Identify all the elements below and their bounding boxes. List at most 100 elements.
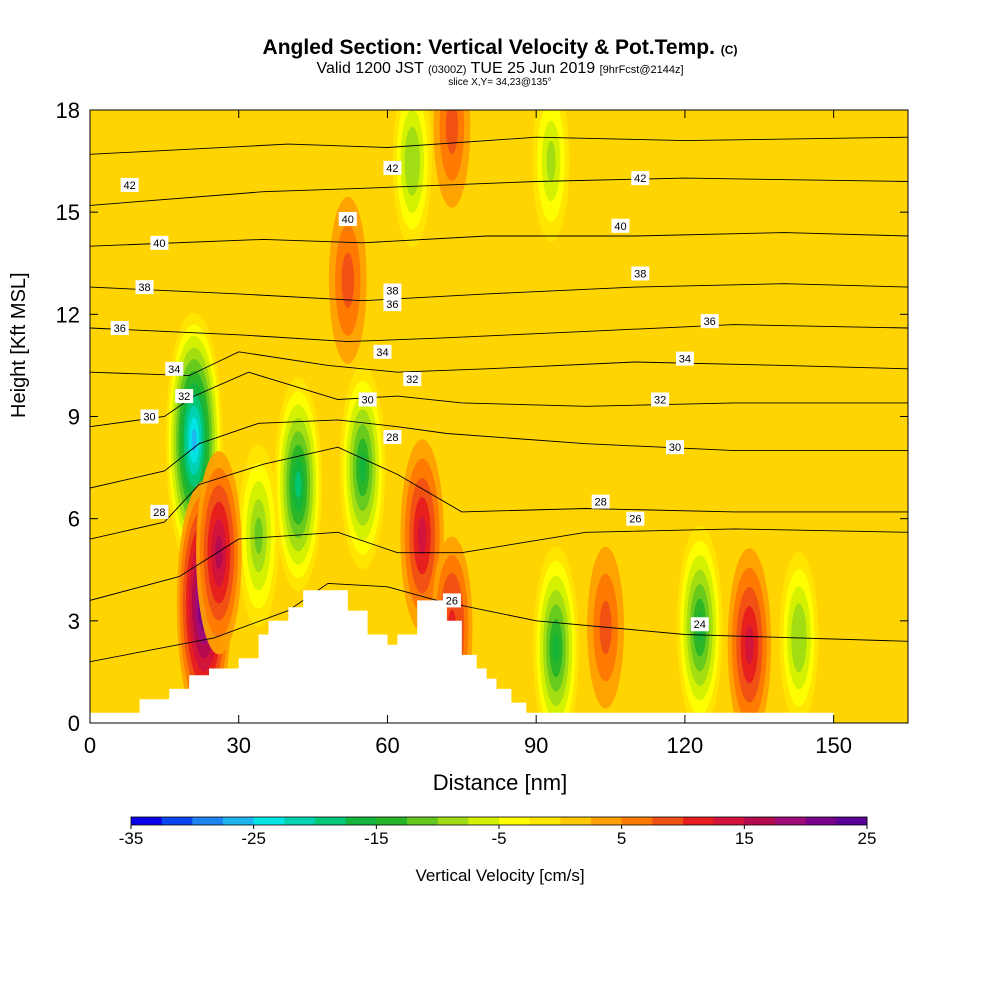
contour-label-bg [383,283,402,298]
contour-label-32: 32 [403,372,422,387]
colorbar-swatch [529,817,561,825]
theta-contour-8 [90,232,908,247]
contour-label-bg [591,494,610,509]
colorbar-swatch [407,817,439,825]
colorbar-swatch [161,817,193,825]
colorbar-tick-label: -25 [241,829,266,848]
colorbar-swatch [805,817,837,825]
velocity-cell-up-15 [445,110,459,154]
contour-label-bg [631,266,650,281]
x-tick-label: 30 [226,733,250,758]
contour-label-30: 30 [140,409,159,424]
contour-label-bg [358,392,377,407]
contour-label-text: 40 [614,221,626,233]
colorbar-swatch [836,817,868,825]
contour-label-bg [631,171,650,186]
contour-label-bg [120,177,139,192]
velocity-cell-down-5 [254,517,263,554]
velocity-cell-down-0 [191,428,197,452]
subtitle-utc: (0300Z) [427,64,467,76]
contour-label-34: 34 [373,344,392,359]
contour-label-28: 28 [383,429,402,444]
contour-label-36: 36 [110,320,129,335]
contour-label-text: 26 [629,514,641,526]
contour-label-text: 38 [386,285,398,297]
title-suffix: (C) [720,43,738,57]
velocity-cell-up-13 [745,625,754,664]
theta-contour-7 [90,283,908,302]
contour-label-26: 26 [442,593,461,608]
contour-label-bg [373,344,392,359]
contour-label-bg [175,389,194,404]
contour-label-bg [150,235,169,250]
contour-label-24: 24 [690,617,709,632]
terrain [90,590,834,723]
subtitle-fcst: [9hrFcst@2144z] [599,64,684,76]
contour-label-28: 28 [150,504,169,519]
velocity-cell-up-11 [417,516,427,555]
x-tick-label: 90 [524,733,548,758]
contour-label-bg [383,429,402,444]
colorbar-swatch [131,817,163,825]
colorbar-tick-label: 5 [617,829,626,848]
colorbar-tick-label: 25 [858,829,877,848]
colorbar-swatch [560,817,592,825]
chart-subtitle: Valid 1200 JST (0300Z) TUE 25 Jun 2019 [… [0,60,1000,78]
contour-label-40: 40 [150,235,169,250]
contour-label-bg [690,617,709,632]
y-tick-label: 18 [56,98,80,123]
x-tick-label: 60 [375,733,399,758]
colorbar-swatch [192,817,224,825]
contour-label-bg [665,440,684,455]
theta-contour-1 [90,528,908,601]
y-tick-label: 0 [68,711,80,736]
contour-label-40: 40 [338,211,357,226]
contour-label-text: 26 [446,595,458,607]
contour-label-text: 30 [361,394,373,406]
theta-contour-9 [90,177,908,206]
contour-label-text: 24 [694,619,706,631]
contour-label-bg [651,392,670,407]
contour-label-32: 32 [175,389,194,404]
contour-label-40: 40 [611,218,630,233]
contour-label-text: 30 [669,442,681,454]
contour-label-42: 42 [120,177,139,192]
subtitle-valid: Valid 1200 JST [316,60,424,77]
contour-label-bg [403,372,422,387]
contour-label-bg [140,409,159,424]
y-tick-label: 12 [56,302,80,327]
contour-label-text: 32 [654,394,666,406]
contour-label-text: 34 [679,354,691,366]
contour-label-42: 42 [383,160,402,175]
colorbar-swatch [713,817,745,825]
contour-label-bg [383,160,402,175]
contour-label-text: 32 [178,391,190,403]
theta-contour-3 [90,419,908,489]
contour-label-42: 42 [631,171,650,186]
contour-label-text: 32 [406,374,418,386]
colorbar-swatch [345,817,377,825]
contour-label-text: 30 [143,412,155,424]
contour-label-36: 36 [383,297,402,312]
colorbar: -35 -25 -15 -5 5 15 25 [119,816,877,848]
colorbar-tick-label: -5 [491,829,506,848]
colorbar-swatch [775,817,807,825]
contour-label-text: 42 [634,173,646,185]
contour-label-bg [611,218,630,233]
colorbar-swatch [499,817,531,825]
contour-label-bg [442,593,461,608]
theta-contours [90,136,908,663]
x-axis-label: Distance [nm] [433,770,568,795]
colorbar-label: Vertical Velocity [cm/s] [415,866,584,885]
velocity-cell-down-7 [408,143,417,179]
contour-label-text: 28 [153,507,165,519]
chart-title-text: Angled Section: Vertical Velocity & Pot.… [262,36,715,59]
contour-label-38: 38 [135,280,154,295]
colorbar-swatch [652,817,684,825]
theta-contour-2 [90,446,908,540]
terrain-profile [90,590,834,723]
contour-label-38: 38 [631,266,650,281]
colorbar-swatch [376,817,408,825]
